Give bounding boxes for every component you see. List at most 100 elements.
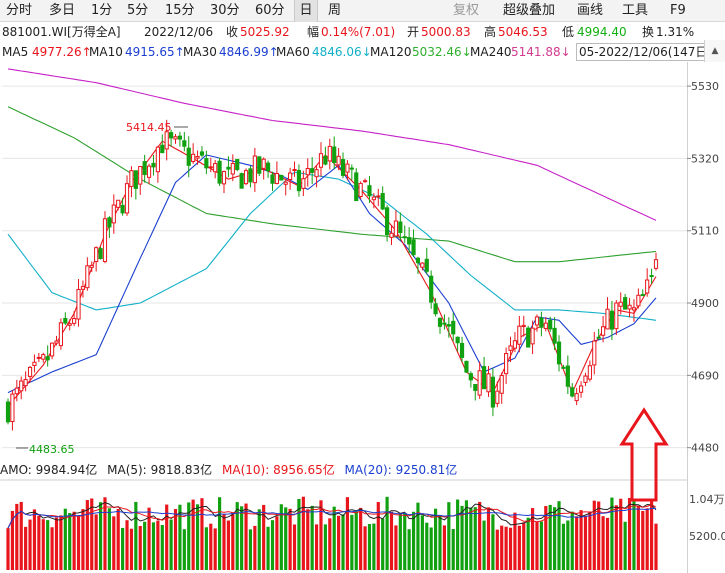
volume-bar — [253, 525, 257, 570]
volume-bar — [605, 517, 610, 570]
candle-body — [455, 336, 460, 344]
volume-bar — [381, 518, 385, 570]
ma-lines — [7, 68, 657, 407]
candle-body — [393, 220, 399, 237]
candle-body — [327, 145, 332, 162]
turnover-value: 1.31% — [656, 25, 695, 39]
open-value: 5000.83 — [421, 25, 471, 39]
volume-bars — [6, 496, 658, 570]
candle-body — [446, 324, 451, 327]
volume-bar — [195, 504, 200, 570]
candle-body — [169, 132, 174, 139]
candle-body — [530, 327, 535, 345]
super-overlay-button[interactable]: 超级叠加 — [503, 3, 556, 18]
candle-body — [539, 317, 544, 328]
adjust-button[interactable]: 复权 — [453, 3, 480, 18]
volume-bar — [407, 529, 411, 570]
scroll-up-button[interactable]: ▲ — [704, 40, 725, 62]
candle-body — [204, 158, 209, 169]
candle-body — [94, 247, 99, 263]
candle-body — [526, 327, 531, 348]
candle-body — [543, 322, 548, 329]
candle-body — [58, 322, 63, 347]
volume-bar — [438, 515, 442, 570]
volume-bar — [376, 502, 380, 570]
volume-bar — [456, 499, 460, 570]
candle-body — [601, 326, 606, 336]
ma5-label: MA5 — [2, 45, 29, 59]
volume-bar — [623, 521, 627, 570]
candle-body — [574, 393, 579, 402]
period-tab-multiday[interactable]: 多日 — [49, 3, 76, 18]
volume-bar — [469, 507, 473, 570]
volume-bar — [187, 502, 191, 570]
volume-bar — [59, 515, 63, 570]
volume-bar — [134, 501, 138, 570]
volume-bar — [222, 513, 226, 570]
candle-body — [583, 375, 588, 383]
candle-body — [120, 204, 125, 214]
period-tab-weekly[interactable]: 周 — [328, 3, 342, 18]
volume-bar — [323, 524, 327, 570]
volume-bar — [354, 511, 358, 570]
period-tab-1min[interactable]: 1分 — [91, 3, 113, 18]
ma10-value: 4915.65↑ — [125, 45, 185, 59]
period-tab-60min[interactable]: 60分 — [255, 3, 285, 18]
ma60-label: MA60 — [276, 45, 310, 59]
period-tab-5min[interactable]: 5分 — [127, 3, 149, 18]
ma240-label: MA240 — [470, 45, 512, 59]
candle-body — [345, 163, 350, 173]
period-toolbar: 分时 多日 1分 5分 15分 30分 60分 日 周 复权 超级叠加 画线 工… — [0, 0, 725, 22]
candle-body — [578, 385, 584, 393]
draw-line-button[interactable]: 画线 — [577, 3, 604, 18]
tools-button[interactable]: 工具 — [622, 3, 649, 18]
period-tab-intraday[interactable]: 分时 — [6, 3, 33, 18]
volume-bar — [121, 527, 125, 570]
candle-body — [270, 174, 275, 184]
period-tab-15min[interactable]: 15分 — [165, 3, 195, 18]
high-value: 5046.53 — [498, 25, 548, 39]
volume-bar — [394, 525, 398, 570]
f9-button[interactable]: F9 — [670, 3, 686, 18]
volume-bar — [147, 507, 151, 570]
candle-body — [358, 182, 363, 197]
candle-body — [248, 168, 253, 183]
volume-bar — [650, 500, 654, 570]
candle-body — [243, 170, 249, 185]
candle-body — [340, 159, 346, 176]
ma60-value: 4846.06↓ — [312, 45, 372, 59]
volume-bar — [614, 505, 618, 570]
period-tab-daily[interactable]: 日 — [294, 0, 318, 22]
ma60-line — [7, 106, 657, 263]
volume-bar — [539, 521, 543, 570]
volume-bar — [420, 515, 424, 570]
volume-bar — [41, 519, 45, 570]
low-label: 低 — [562, 25, 575, 39]
candle-body — [587, 365, 592, 380]
volume-bar — [500, 525, 504, 570]
close-value: 5025.92 — [240, 25, 290, 39]
volume-bar — [535, 521, 539, 570]
period-tab-30min[interactable]: 30分 — [210, 3, 240, 18]
volume-bar — [156, 520, 160, 570]
date-range-box[interactable]: 05-2022/12/06(147日) — [576, 43, 716, 61]
candle-body — [649, 274, 654, 277]
candle-body — [415, 257, 421, 264]
ma-legend-row: MA5 4977.26↑ MA10 4915.65↑ MA30 4846.99↑… — [0, 42, 725, 62]
candlesticks — [5, 119, 659, 431]
volume-bar — [425, 522, 429, 570]
price-axis-panel — [687, 62, 725, 573]
candle-body — [402, 236, 407, 239]
volume-bar — [235, 502, 239, 570]
volume-bar — [478, 501, 482, 570]
volume-bar — [6, 528, 10, 570]
candle-body — [67, 323, 72, 326]
volume-bar — [32, 509, 37, 570]
volume-bar — [561, 523, 566, 570]
candle-body — [318, 153, 324, 168]
volume-bar — [301, 496, 305, 570]
volume-bar — [332, 506, 336, 570]
vol-ma10-value: 8956.65亿 — [273, 463, 335, 477]
ma10-line — [7, 154, 657, 394]
